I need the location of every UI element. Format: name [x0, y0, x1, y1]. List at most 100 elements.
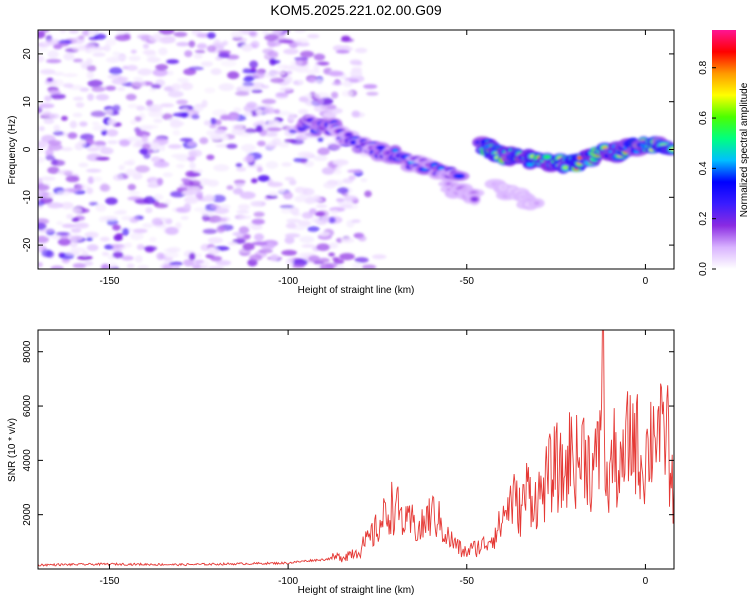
noise-blob [271, 137, 282, 146]
noise-blob [98, 216, 108, 223]
noise-blob [322, 111, 337, 119]
noise-blob [78, 139, 87, 147]
noise-blob [145, 207, 153, 214]
noise-blob [56, 190, 71, 196]
snr-frame [37, 329, 675, 570]
noise-blob [162, 172, 173, 178]
noise-blob [57, 238, 71, 246]
spectrogram-y-tick-label: 20 [22, 48, 33, 60]
noise-blob [127, 183, 136, 191]
noise-blob [227, 71, 240, 80]
noise-blob [163, 252, 180, 258]
noise-blob [95, 94, 110, 101]
noise-blob [38, 106, 43, 114]
spectrogram-y-tick-label: 0 [22, 146, 33, 152]
noise-blob [209, 123, 217, 129]
noise-blob [47, 202, 63, 209]
ridge-core [446, 182, 452, 186]
noise-blob [281, 162, 292, 167]
noise-blob [336, 265, 345, 269]
noise-blob [83, 261, 94, 266]
noise-blob [38, 262, 43, 268]
noise-blob [141, 134, 149, 143]
noise-blob [206, 45, 217, 53]
noise-blob [299, 235, 315, 244]
noise-blob [99, 236, 110, 242]
noise-blob [194, 49, 206, 54]
noise-blob [112, 251, 124, 259]
spectrogram-x-axis: -150 -100 -50 0 [99, 30, 649, 287]
noise-blob [193, 53, 203, 59]
noise-blob [81, 251, 89, 257]
noise-blob [238, 37, 247, 43]
noise-blob [108, 262, 118, 269]
noise-blob [354, 47, 368, 54]
noise-blob [209, 134, 223, 140]
noise-blob [128, 55, 141, 62]
noise-blob [78, 162, 89, 168]
noise-blob [171, 83, 182, 91]
ridge-core [602, 146, 608, 150]
noise-blob [291, 258, 308, 266]
noise-blob [243, 112, 253, 116]
noise-blob [125, 168, 136, 177]
noise-blob [38, 177, 43, 184]
noise-blob [313, 105, 325, 112]
noise-blob [117, 86, 126, 92]
noise-blob [234, 182, 245, 187]
noise-blob [341, 90, 354, 97]
noise-blob [267, 181, 283, 188]
noise-blob [314, 211, 326, 217]
noise-blob [256, 166, 263, 173]
noise-blob [181, 107, 189, 112]
noise-blob [183, 203, 191, 211]
noise-blob [176, 42, 190, 47]
noise-blob [311, 217, 323, 224]
noise-blob [339, 253, 355, 261]
noise-blob [40, 69, 56, 75]
ridge-secondary-track [472, 136, 674, 174]
noise-blob [122, 228, 130, 236]
noise-blob [127, 136, 141, 142]
noise-blob [199, 137, 209, 145]
noise-blob [127, 103, 139, 109]
noise-blob [53, 44, 63, 50]
noise-blob [213, 128, 225, 134]
noise-blob [91, 86, 106, 92]
noise-blob [313, 63, 320, 72]
noise-blob [286, 218, 301, 223]
noise-blob [307, 34, 320, 39]
noise-blob [238, 215, 252, 220]
noise-blob [181, 189, 198, 196]
noise-blob [349, 59, 362, 65]
noise-blob [364, 190, 372, 198]
noise-blob [38, 47, 49, 52]
noise-blob [38, 140, 48, 149]
noise-blob [187, 140, 197, 147]
noise-blob [313, 155, 328, 162]
noise-blob [320, 216, 330, 224]
noise-blob [193, 207, 208, 212]
noise-blob [317, 147, 330, 156]
noise-blob [235, 163, 243, 168]
noise-blob [328, 242, 339, 249]
noise-blob [159, 36, 173, 44]
noise-blob [202, 228, 218, 234]
noise-blob [304, 196, 315, 205]
noise-blob [354, 257, 369, 263]
noise-blob [188, 180, 201, 186]
noise-blob [142, 223, 154, 229]
noise-blob [213, 164, 230, 172]
noise-blob [203, 120, 211, 126]
noise-blob [206, 179, 219, 187]
noise-blob [67, 132, 78, 139]
noise-blob [181, 178, 190, 182]
noise-blob [63, 52, 75, 61]
noise-blob [283, 48, 299, 55]
noise-blob [40, 176, 56, 182]
noise-blob [291, 65, 305, 71]
colorbar-tick-label: 0.2 [698, 211, 709, 225]
noise-blob [134, 127, 142, 133]
noise-blob [70, 247, 86, 252]
noise-blob [266, 127, 282, 132]
